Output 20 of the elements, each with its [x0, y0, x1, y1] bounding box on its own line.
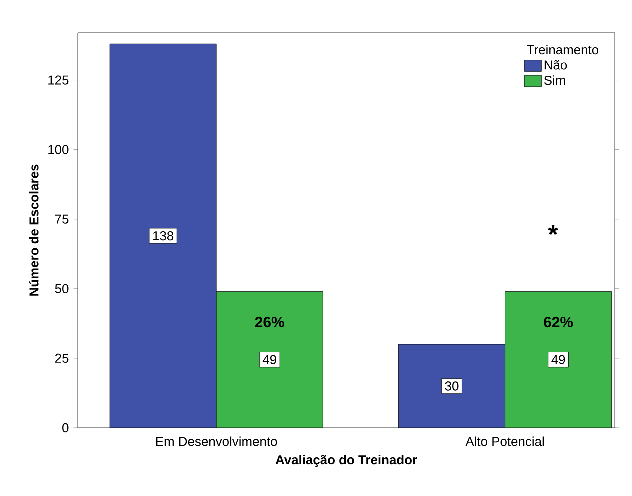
- data-label: 49: [262, 355, 276, 364]
- x-tick-label: Em Desenvolvimento: [156, 436, 278, 446]
- y-axis-title: Número de Escolares: [29, 164, 39, 296]
- y-tick-label: 125: [48, 76, 69, 85]
- y-tick-label: 100: [48, 145, 69, 154]
- legend-title: Treinamento: [527, 45, 599, 55]
- data-label: 138: [153, 231, 174, 241]
- annotation: *: [548, 226, 558, 236]
- legend-label: Não: [544, 60, 568, 70]
- y-tick-label: 25: [55, 354, 69, 364]
- annotation: 26%: [255, 317, 284, 328]
- legend-label: Sim: [544, 76, 566, 86]
- data-label: 49: [552, 355, 566, 364]
- data-label: 30: [445, 382, 459, 391]
- y-tick-label: 75: [56, 214, 69, 224]
- x-tick-label: Alto Potencial: [466, 436, 544, 446]
- annotation: 62%: [544, 317, 574, 328]
- x-axis-title: Avaliação do Treinador: [276, 455, 418, 468]
- y-tick-label: 0: [62, 423, 69, 433]
- y-tick-label: 50: [55, 284, 69, 294]
